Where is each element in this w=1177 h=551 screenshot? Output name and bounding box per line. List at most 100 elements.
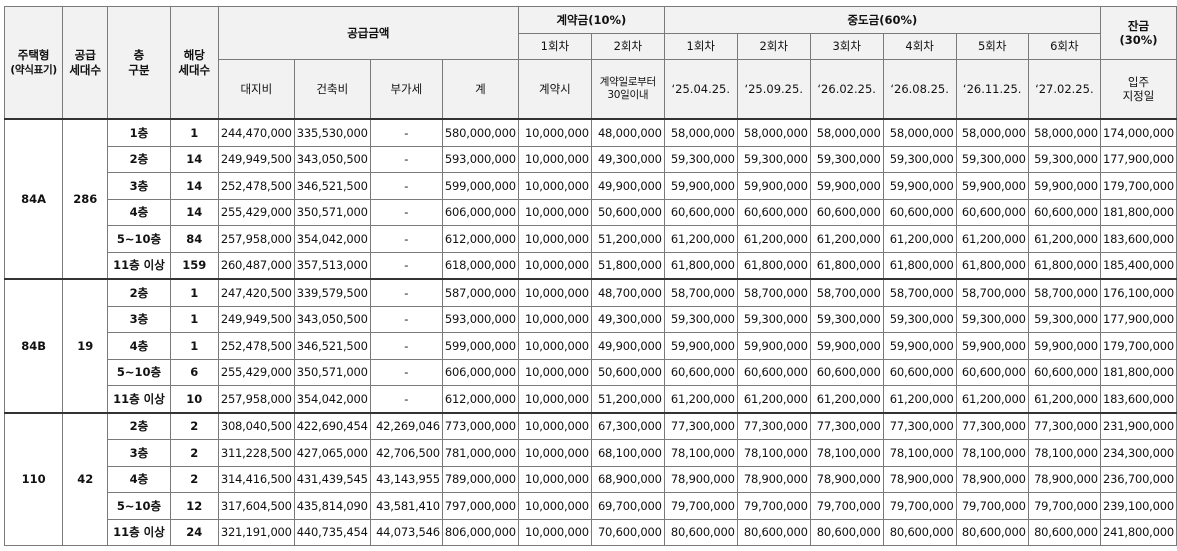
land-cell: 252,478,500 — [217, 172, 295, 200]
total-cell: 599,000,000 — [441, 172, 519, 200]
i4-cell: 58,700,000 — [882, 278, 957, 307]
floor-cell: 3층 — [107, 172, 171, 200]
land-cell: 317,604,500 — [217, 492, 295, 520]
building-cell: 354,042,000 — [293, 225, 371, 253]
balance-cell: 177,900,000 — [1099, 145, 1177, 173]
i1-cell: 77,300,000 — [663, 411, 738, 440]
land-cell: 257,958,000 — [217, 225, 295, 253]
header-interim-4-date: ‘26.08.25. — [882, 59, 957, 120]
i5-cell: 61,800,000 — [955, 251, 1029, 280]
i6-cell: 77,300,000 — [1027, 411, 1101, 440]
i4-cell: 60,600,000 — [882, 358, 957, 386]
total-cell: 593,000,000 — [441, 305, 519, 333]
c1-cell: 10,000,000 — [517, 172, 592, 200]
table-row: 11층 이상 159 260,487,000 357,513,000-618,000,… — [5, 251, 1177, 280]
applicable-units-cell: 1 — [169, 332, 219, 360]
balance-cell: 176,100,000 — [1099, 278, 1177, 307]
header-supply-price: 공급금액 — [217, 6, 519, 60]
building-cell: 440,735,454 — [293, 518, 371, 546]
balance-cell: 174,000,000 — [1099, 118, 1177, 147]
applicable-units-cell: 24 — [169, 518, 219, 546]
i3-cell: 60,600,000 — [809, 198, 884, 226]
price-table-container: 주택형 (약식표기) 공급 세대수 층 구분 해당 세대수 공급금액 계약금(10%) … — [3, 6, 1177, 546]
vat-cell: - — [369, 251, 443, 280]
total-cell: 773,000,000 — [441, 411, 519, 440]
i3-cell: 60,600,000 — [809, 358, 884, 386]
table-row: 5~10층 6 255,429,000 350,571,000-606,000,000… — [5, 358, 1177, 386]
i5-cell: 79,700,000 — [955, 492, 1029, 520]
header-floor: 층 구분 — [107, 6, 171, 120]
header-interim-6-date: ‘27.02.25. — [1027, 59, 1101, 120]
vat-cell: - — [369, 225, 443, 253]
housing-type-cell: 84A — [3, 118, 64, 280]
c1-cell: 10,000,000 — [517, 492, 592, 520]
i6-cell: 61,200,000 — [1027, 225, 1101, 253]
balance-cell: 185,400,000 — [1099, 251, 1177, 280]
i1-cell: 79,700,000 — [663, 492, 738, 520]
i3-cell: 79,700,000 — [809, 492, 884, 520]
applicable-units-cell: 14 — [169, 172, 219, 200]
i1-cell: 59,900,000 — [663, 172, 738, 200]
supply-units-cell: 19 — [62, 278, 109, 413]
total-cell: 580,000,000 — [441, 118, 519, 147]
i4-cell: 78,900,000 — [882, 465, 957, 493]
header-contract-2-date: 계약일로부터 30일이내 — [590, 59, 665, 120]
c1-cell: 10,000,000 — [517, 439, 592, 467]
c2-cell: 69,700,000 — [590, 492, 665, 520]
table-row: 5~10층 84 257,958,000 354,042,000-612,000,00… — [5, 225, 1177, 253]
i4-cell: 60,600,000 — [882, 198, 957, 226]
c2-cell: 49,300,000 — [590, 145, 665, 173]
table-row: 3층 1 249,949,500 343,050,500-593,000,000 10,… — [5, 305, 1177, 333]
applicable-units-cell: 12 — [169, 492, 219, 520]
header-vat: 부가세 — [369, 59, 443, 120]
i1-cell: 80,600,000 — [663, 518, 738, 546]
i3-cell: 61,200,000 — [809, 225, 884, 253]
balance-cell: 183,600,000 — [1099, 225, 1177, 253]
c2-cell: 51,200,000 — [590, 385, 665, 413]
i5-cell: 61,200,000 — [955, 225, 1029, 253]
i5-cell: 61,200,000 — [955, 385, 1029, 413]
i2-cell: 78,100,000 — [736, 439, 811, 467]
c1-cell: 10,000,000 — [517, 385, 592, 413]
i4-cell: 77,300,000 — [882, 411, 957, 440]
vat-cell: - — [369, 118, 443, 147]
c2-cell: 49,300,000 — [590, 305, 665, 333]
i4-cell: 59,900,000 — [882, 332, 957, 360]
header-land-cost: 대지비 — [217, 59, 295, 120]
applicable-units-cell: 14 — [169, 145, 219, 173]
i3-cell: 59,300,000 — [809, 305, 884, 333]
land-cell: 314,416,500 — [217, 465, 295, 493]
i6-cell: 59,300,000 — [1027, 305, 1101, 333]
supply-units-cell: 42 — [62, 411, 109, 546]
i5-cell: 58,700,000 — [955, 278, 1029, 307]
applicable-units-cell: 2 — [169, 439, 219, 467]
i2-cell: 59,300,000 — [736, 145, 811, 173]
vat-cell: - — [369, 145, 443, 173]
land-cell: 255,429,000 — [217, 198, 295, 226]
i6-cell: 59,900,000 — [1027, 172, 1101, 200]
building-cell: 339,579,500 — [293, 278, 371, 307]
i2-cell: 61,800,000 — [736, 251, 811, 280]
floor-cell: 5~10층 — [107, 358, 171, 386]
land-cell: 260,487,000 — [217, 251, 295, 280]
i5-cell: 60,600,000 — [955, 358, 1029, 386]
table-row: 4층 14 255,429,000 350,571,000-606,000,000 10… — [5, 198, 1177, 226]
i6-cell: 61,200,000 — [1027, 385, 1101, 413]
c1-cell: 10,000,000 — [517, 332, 592, 360]
i5-cell: 59,900,000 — [955, 332, 1029, 360]
total-cell: 618,000,000 — [441, 251, 519, 280]
applicable-units-cell: 2 — [169, 411, 219, 440]
table-row: 4층 2 314,416,500 431,439,545 43,143,955 789,0… — [5, 465, 1177, 493]
c1-cell: 10,000,000 — [517, 225, 592, 253]
applicable-units-cell: 14 — [169, 198, 219, 226]
i2-cell: 79,700,000 — [736, 492, 811, 520]
header-interim-3-date: ‘26.02.25. — [809, 59, 884, 120]
building-cell: 346,521,500 — [293, 172, 371, 200]
applicable-units-cell: 6 — [169, 358, 219, 386]
i6-cell: 58,700,000 — [1027, 278, 1101, 307]
c2-cell: 48,000,000 — [590, 118, 665, 147]
c2-cell: 51,800,000 — [590, 251, 665, 280]
i3-cell: 59,900,000 — [809, 172, 884, 200]
total-cell: 599,000,000 — [441, 332, 519, 360]
header-supply-units: 공급 세대수 — [62, 6, 109, 120]
